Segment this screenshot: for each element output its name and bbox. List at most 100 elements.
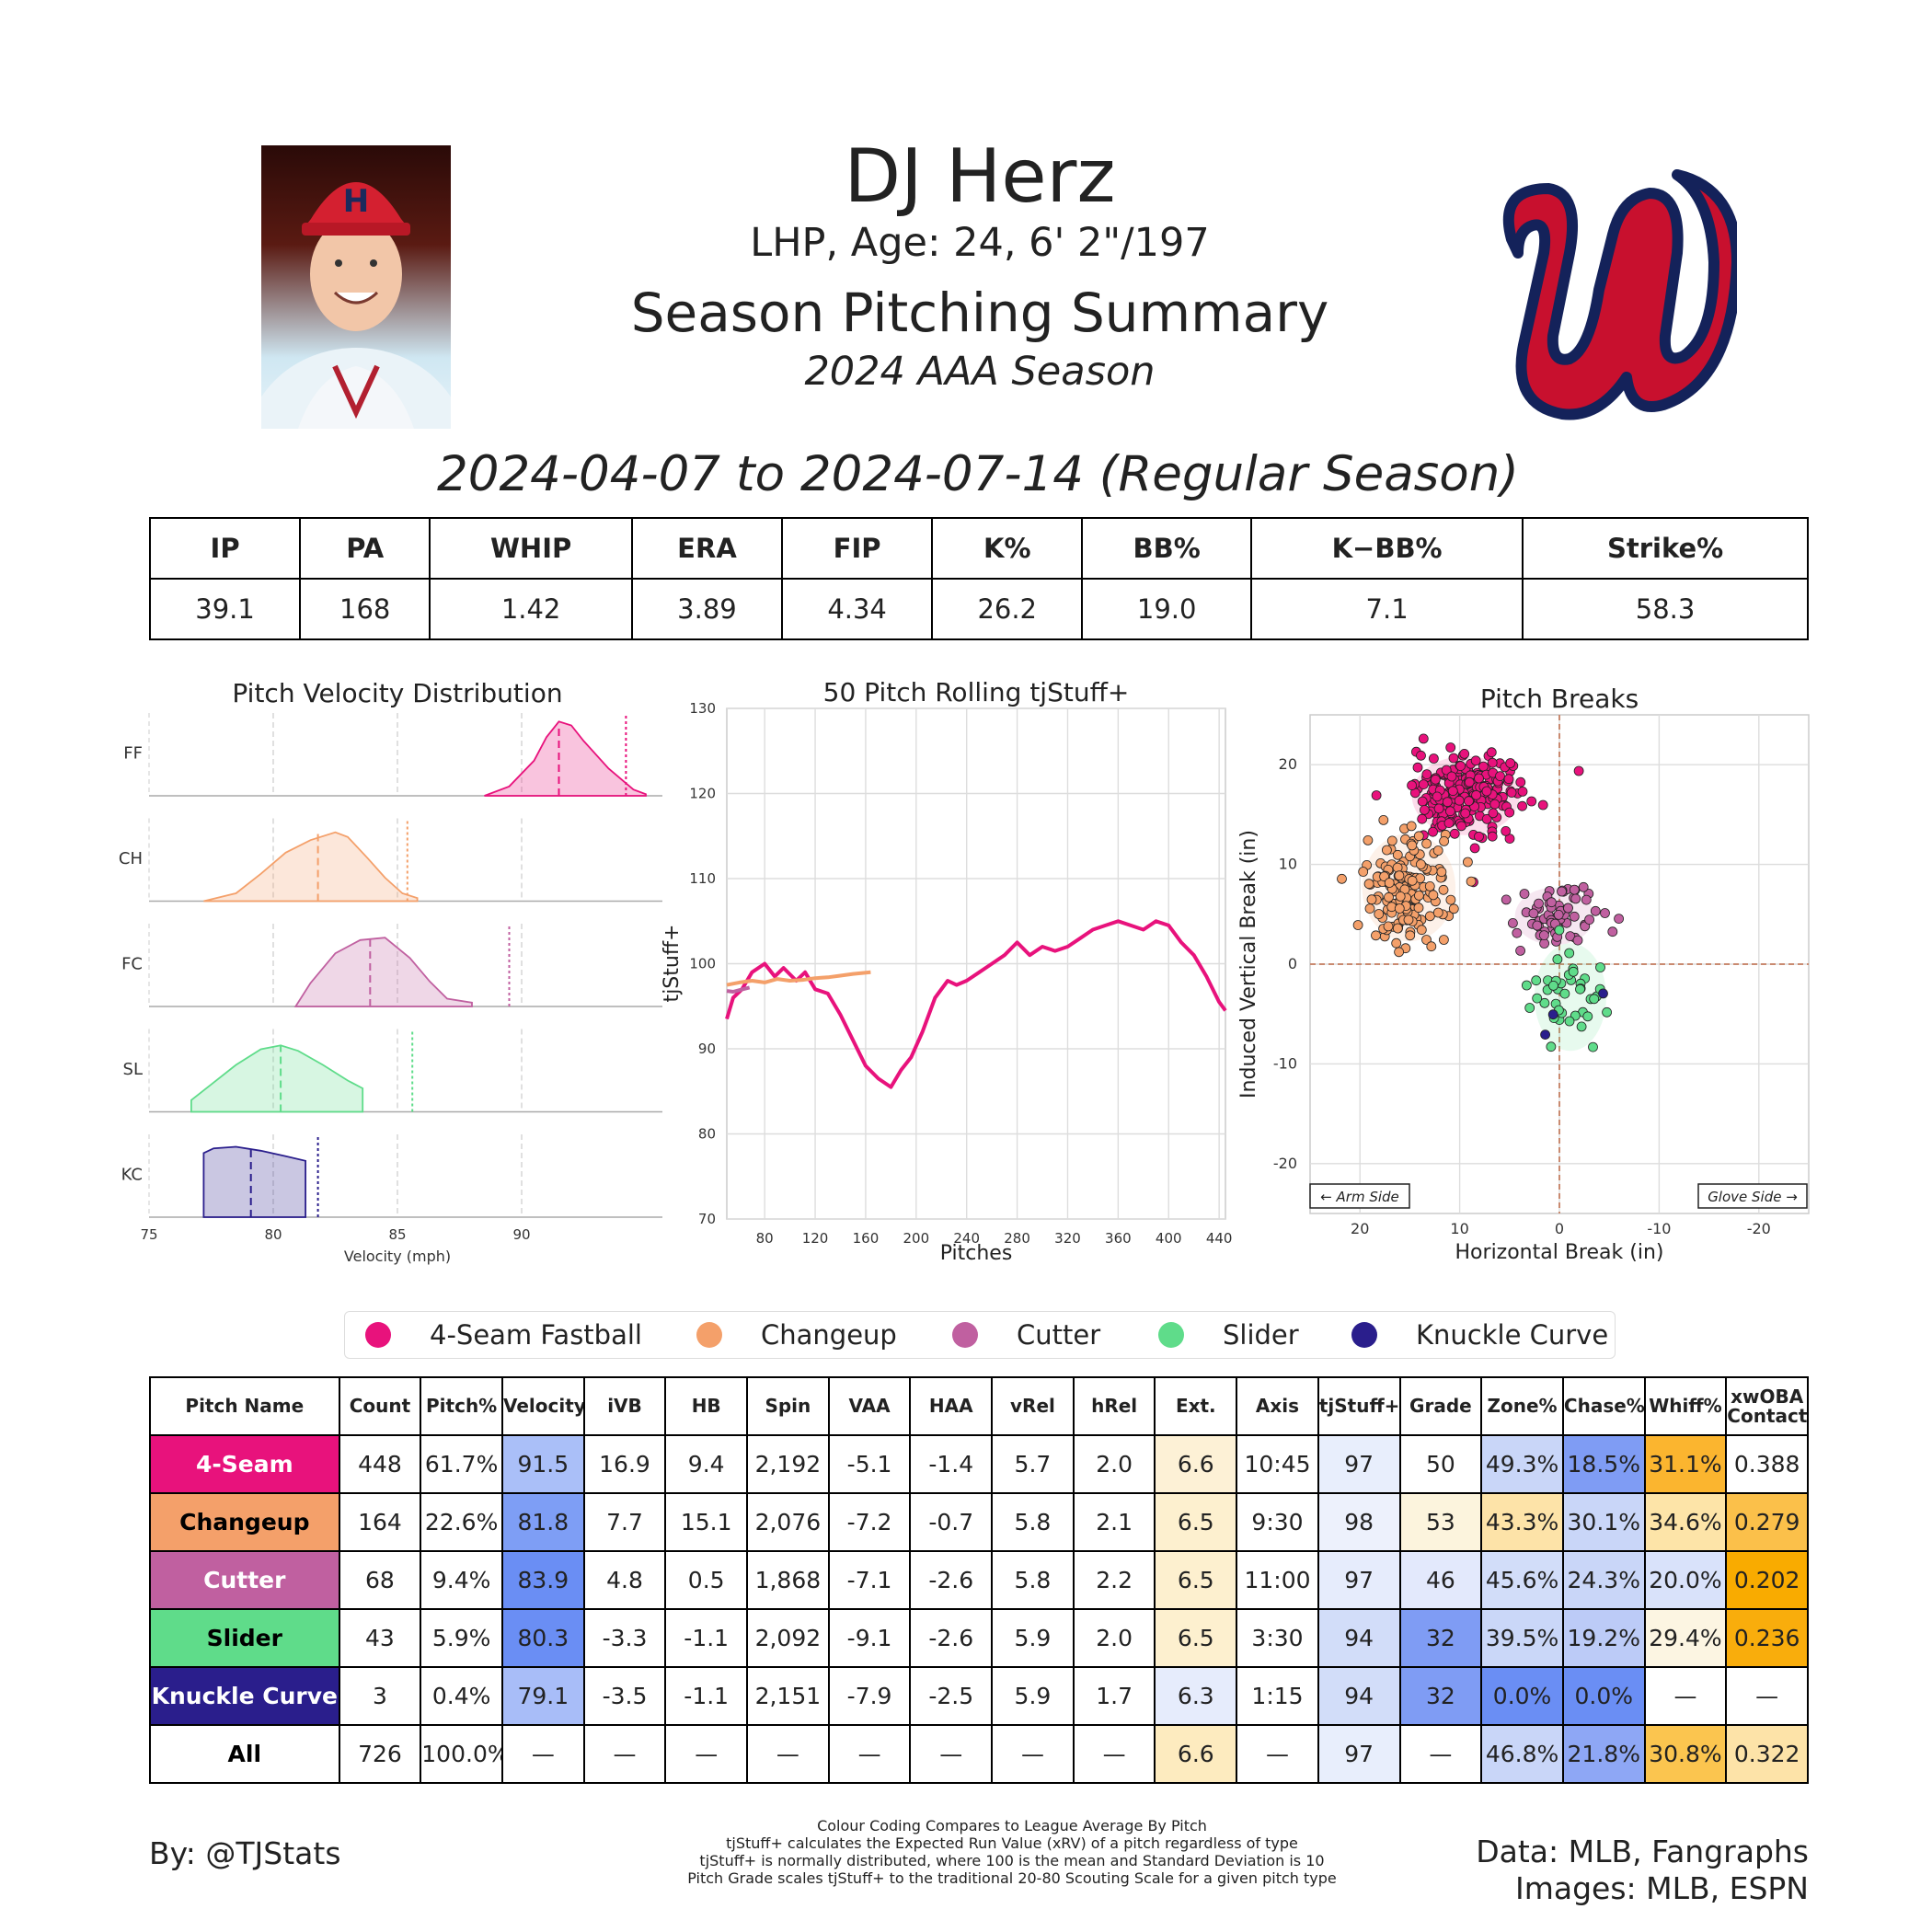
scatter-point — [1371, 790, 1382, 800]
scatter-point — [1481, 813, 1492, 824]
annotation-box — [1309, 1183, 1410, 1209]
stat-header: BB% — [1081, 517, 1253, 580]
chart-title: Pitch Velocity Distribution — [232, 678, 562, 708]
table-cell: 43 — [338, 1608, 422, 1668]
table-cell: 5.9 — [991, 1666, 1075, 1726]
scatter-point — [1442, 797, 1453, 808]
scatter-point — [1568, 966, 1579, 977]
x-tick-label: 75 — [140, 1226, 157, 1243]
table-cell: — — [1725, 1666, 1809, 1726]
column-header: Axis — [1236, 1376, 1319, 1436]
stat-header: PA — [299, 517, 431, 580]
scatter-point — [1563, 903, 1573, 914]
legend-marker — [952, 1322, 978, 1348]
table-cell: 2.2 — [1072, 1550, 1156, 1610]
table-cell: 0.236 — [1725, 1608, 1809, 1668]
scatter-point — [1378, 814, 1389, 825]
column-header: HB — [664, 1376, 749, 1436]
player-name: DJ Herz — [844, 133, 1116, 219]
x-tick-label: 160 — [853, 1230, 880, 1247]
row-label: SL — [123, 1060, 143, 1079]
table-cell: 1,868 — [746, 1550, 830, 1610]
table-cell: -2.6 — [909, 1550, 994, 1610]
y-tick-label: 120 — [689, 786, 716, 802]
y-tick-label: 100 — [689, 956, 716, 972]
scatter-point — [1575, 983, 1585, 995]
table-cell: 97 — [1317, 1724, 1401, 1784]
density-curve-KC — [202, 1145, 306, 1218]
legend-marker — [1158, 1322, 1184, 1348]
x-tick-label: 360 — [1105, 1230, 1132, 1247]
table-cell: 15.1 — [664, 1492, 749, 1552]
table-cell: 91.5 — [500, 1434, 585, 1494]
x-tick-label: 10 — [1450, 1220, 1468, 1237]
column-header: Whiff% — [1643, 1376, 1728, 1436]
scatter-point — [1548, 980, 1558, 991]
pitch-table: Pitch Name Count Pitch% Velocity iVB HB Spin VA… — [149, 1376, 1809, 1784]
row-label: FC — [121, 955, 143, 974]
table-cell: — — [1398, 1724, 1483, 1784]
date-range: 2024-04-07 to 2024-07-14 (Regular Season… — [437, 446, 1519, 502]
scatter-point — [1363, 834, 1374, 845]
scatter-point — [1600, 908, 1610, 918]
scatter-point — [1528, 908, 1539, 919]
scatter-point — [1512, 927, 1523, 938]
legend-label: Knuckle Curve — [1416, 1319, 1609, 1351]
table-cell: 83.9 — [500, 1550, 585, 1610]
scatter-point — [1445, 742, 1456, 753]
table-cell: 61.7% — [420, 1434, 503, 1494]
scatter-point — [1426, 941, 1437, 952]
scatter-point — [1584, 914, 1595, 926]
scatter-point — [1374, 909, 1385, 919]
table-cell: 2.0 — [1072, 1434, 1156, 1494]
footnote: Pitch Grade scales tjStuff+ to the tradi… — [687, 1869, 1337, 1887]
scatter-point — [1564, 948, 1575, 959]
scatter-point — [1448, 753, 1459, 764]
stat-header: Strike% — [1522, 517, 1809, 580]
scatter-point — [1432, 907, 1443, 918]
scatter-point — [1394, 947, 1405, 958]
table-row: 4-Seam 448 61.7% 91.5 16.9 9.4 2,192 -5.1 -1.4 5.… — [149, 1434, 1809, 1494]
scatter-point — [1363, 879, 1374, 890]
stat-value: 1.42 — [429, 578, 633, 640]
scatter-point — [1448, 903, 1459, 914]
scatter-point — [1546, 1041, 1557, 1052]
scatter-point — [1459, 749, 1470, 759]
table-cell: -5.1 — [827, 1434, 912, 1494]
table-cell: 19.2% — [1561, 1608, 1646, 1668]
column-header: Velocity — [500, 1376, 585, 1436]
rolling-tjstuff-chart: 50 Pitch Rolling tjStuff+ 80 120 160 200 240 2… — [661, 677, 1232, 1265]
scatter-point — [1501, 825, 1512, 836]
chart-title: Pitch Breaks — [1480, 684, 1639, 714]
scatter-point — [1462, 857, 1473, 868]
table-cell: 5.9 — [991, 1608, 1075, 1668]
table-cell: 3 — [338, 1666, 422, 1726]
player-photo: H — [261, 145, 451, 429]
table-cell: -2.6 — [909, 1608, 994, 1668]
scatter-point — [1478, 761, 1489, 772]
scatter-point — [1371, 930, 1381, 941]
scatter-point — [1486, 747, 1497, 758]
x-tick-label: 20 — [1351, 1220, 1369, 1237]
table-cell: -0.7 — [909, 1492, 994, 1552]
scatter-point — [1407, 875, 1418, 886]
scatter-point — [1464, 796, 1474, 807]
scatter-point — [1384, 878, 1395, 888]
scatter-point — [1534, 898, 1544, 909]
scatter-point — [1539, 938, 1550, 949]
table-cell: -7.2 — [827, 1492, 912, 1552]
table-cell: — — [746, 1724, 830, 1784]
table-cell: 448 — [338, 1434, 422, 1494]
y-tick-label: 0 — [1288, 955, 1297, 972]
scatter-point — [1430, 774, 1441, 785]
table-cell: 0.388 — [1725, 1434, 1809, 1494]
pitch-legend: 4-Seam Fastball Changeup Cutter Slider K… — [344, 1311, 1616, 1359]
table-cell: 18.5% — [1561, 1434, 1646, 1494]
table-cell: 6.6 — [1154, 1724, 1238, 1784]
scatter-point — [1446, 771, 1457, 782]
scatter-point — [1432, 845, 1443, 856]
stat-header: FIP — [781, 517, 934, 580]
table-cell: 11:00 — [1236, 1550, 1319, 1610]
chart-title: 50 Pitch Rolling tjStuff+ — [823, 677, 1130, 707]
scatter-point — [1421, 935, 1432, 945]
